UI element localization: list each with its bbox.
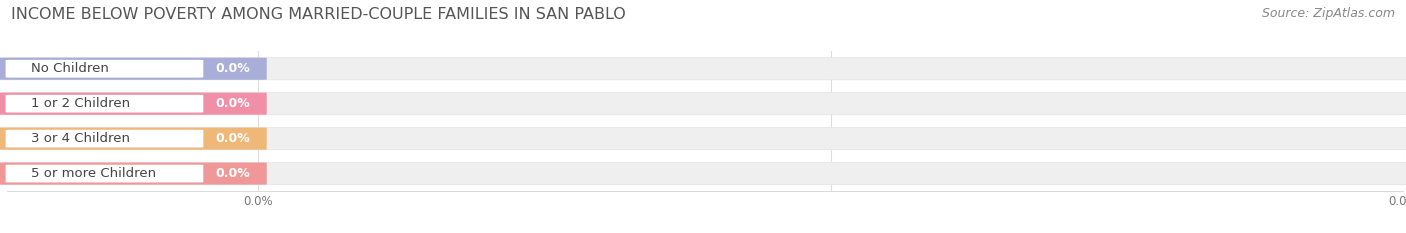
Text: Source: ZipAtlas.com: Source: ZipAtlas.com [1261,7,1395,20]
Text: 0.0%: 0.0% [215,97,250,110]
Text: INCOME BELOW POVERTY AMONG MARRIED-COUPLE FAMILIES IN SAN PABLO: INCOME BELOW POVERTY AMONG MARRIED-COUPL… [11,7,626,22]
Text: 5 or more Children: 5 or more Children [31,167,156,180]
Text: 0.0%: 0.0% [215,62,250,75]
Text: 0.0%: 0.0% [215,167,250,180]
Text: 1 or 2 Children: 1 or 2 Children [31,97,129,110]
FancyBboxPatch shape [0,93,267,115]
FancyBboxPatch shape [0,163,267,185]
Text: 3 or 4 Children: 3 or 4 Children [31,132,129,145]
FancyBboxPatch shape [0,93,1406,115]
FancyBboxPatch shape [0,58,1406,80]
FancyBboxPatch shape [0,128,267,150]
FancyBboxPatch shape [6,165,204,182]
FancyBboxPatch shape [0,127,1406,150]
FancyBboxPatch shape [0,58,267,80]
FancyBboxPatch shape [6,95,204,113]
Text: No Children: No Children [31,62,108,75]
FancyBboxPatch shape [6,130,204,147]
Text: 0.0%: 0.0% [215,132,250,145]
FancyBboxPatch shape [6,60,204,78]
FancyBboxPatch shape [0,162,1406,185]
